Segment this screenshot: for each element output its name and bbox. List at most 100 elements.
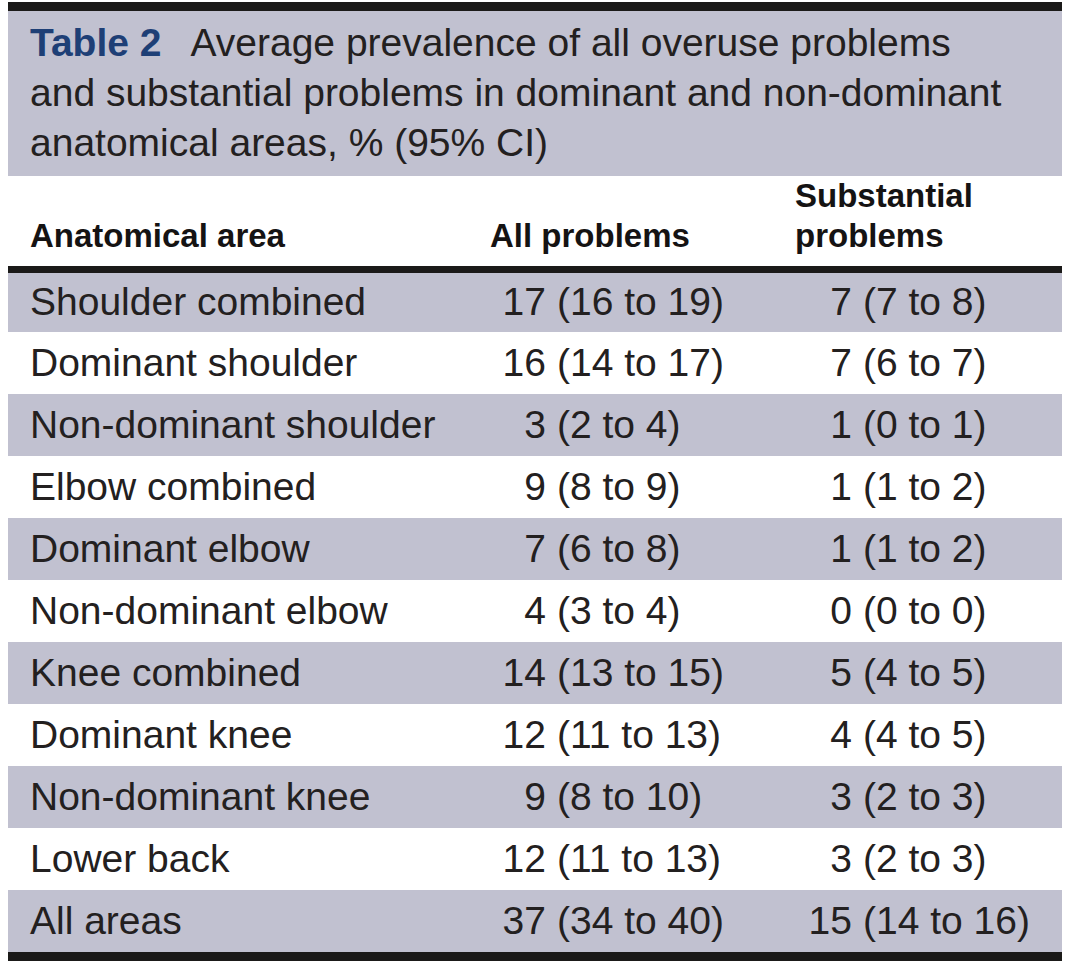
table-row: Dominant elbow 7 (6 to 8) 1 (1 to 2) (8, 518, 1062, 580)
anatomical-area-cell: Knee combined (8, 642, 478, 704)
all-problems-ci: (8 to 9) (557, 465, 681, 508)
all-problems-ci: (16 to 19) (557, 280, 724, 323)
all-problems-value: 7 (478, 527, 546, 571)
substantial-problems-ci: (7 to 8) (863, 280, 987, 323)
substantial-problems-cell: 4 (4 to 5) (760, 704, 1062, 766)
anatomical-area-cell: All areas (8, 890, 478, 952)
substantial-problems-cell: 1 (0 to 1) (760, 394, 1062, 456)
all-problems-value: 12 (478, 713, 546, 757)
table-body: Shoulder combined 17(16 to 19) 7(7 to 8)… (8, 270, 1062, 952)
table-row: Non-dominant elbow 4 (3 to 4) 0 (0 to 0) (8, 580, 1062, 642)
substantial-problems-value: 7 (760, 341, 852, 385)
anatomical-area-cell: Dominant knee (8, 704, 478, 766)
column-header-all-problems: All problems (478, 176, 760, 270)
table-label: Table 2 (30, 21, 162, 64)
table-row: Non-dominant knee 9 (8 to 10) 3 (2 to 3) (8, 766, 1062, 828)
substantial-problems-ci: (14 to 16) (863, 899, 1030, 942)
substantial-problems-value: 5 (760, 651, 852, 695)
table-row: Dominant knee 12 (11 to 13) 4 (4 to 5) (8, 704, 1062, 766)
prevalence-table: Anatomical area All problems Substantial… (8, 176, 1062, 952)
substantial-problems-value: 0 (760, 589, 852, 633)
table-row: Knee combined 14 (13 to 15) 5 (4 to 5) (8, 642, 1062, 704)
all-problems-cell: 12 (11 to 13) (478, 828, 760, 890)
substantial-problems-cell: 1 (1 to 2) (760, 518, 1062, 580)
all-problems-ci: (34 to 40) (557, 899, 724, 942)
substantial-problems-ci: (6 to 7) (863, 341, 987, 384)
anatomical-area-cell: Non-dominant knee (8, 766, 478, 828)
all-problems-value: 4 (478, 589, 546, 633)
all-problems-value: 9 (478, 775, 546, 819)
anatomical-area-cell: Dominant elbow (8, 518, 478, 580)
table-title: Average prevalence of all overuse proble… (30, 21, 1001, 164)
all-problems-value: 14 (478, 651, 546, 695)
substantial-problems-cell: 0 (0 to 0) (760, 580, 1062, 642)
bottom-rule (8, 952, 1062, 961)
substantial-problems-value: 3 (760, 837, 852, 881)
all-problems-cell: 16 (14 to 17) (478, 332, 760, 394)
all-problems-cell: 9 (8 to 9) (478, 456, 760, 518)
anatomical-area-cell: Elbow combined (8, 456, 478, 518)
table-row: Lower back 12 (11 to 13) 3 (2 to 3) (8, 828, 1062, 890)
all-problems-ci: (14 to 17) (557, 341, 724, 384)
anatomical-area-cell: Dominant shoulder (8, 332, 478, 394)
substantial-problems-ci: (4 to 5) (863, 651, 987, 694)
anatomical-area-cell: Lower back (8, 828, 478, 890)
substantial-problems-value: 1 (760, 465, 852, 509)
substantial-problems-ci: (1 to 2) (863, 527, 987, 570)
substantial-problems-cell: 7 (7 to 8) (760, 270, 1062, 332)
all-problems-ci: (13 to 15) (557, 651, 724, 694)
table-row: All areas 37 (34 to 40) 15 (14 to 16) (8, 890, 1062, 952)
substantial-problems-ci: (0 to 1) (863, 403, 987, 446)
table-header: Anatomical area All problems Substantial… (8, 176, 1062, 270)
substantial-problems-value: 7 (760, 280, 852, 324)
substantial-problems-cell: 3 (2 to 3) (760, 766, 1062, 828)
column-header-substantial-problems: Substantial problems (760, 176, 1062, 270)
substantial-problems-value: 1 (760, 403, 852, 447)
anatomical-area-cell: Non-dominant elbow (8, 580, 478, 642)
substantial-problems-ci: (1 to 2) (863, 465, 987, 508)
all-problems-ci: (3 to 4) (557, 589, 681, 632)
all-problems-cell: 14 (13 to 15) (478, 642, 760, 704)
table-caption: Table 2Average prevalence of all overuse… (8, 11, 1062, 176)
all-problems-ci: (11 to 13) (557, 837, 721, 880)
all-problems-cell: 12 (11 to 13) (478, 704, 760, 766)
substantial-problems-cell: 7 (6 to 7) (760, 332, 1062, 394)
all-problems-ci: (6 to 8) (557, 527, 681, 570)
substantial-problems-cell: 3 (2 to 3) (760, 828, 1062, 890)
substantial-problems-cell: 15 (14 to 16) (760, 890, 1062, 952)
substantial-problems-value: 3 (760, 775, 852, 819)
all-problems-cell: 9 (8 to 10) (478, 766, 760, 828)
all-problems-cell: 37 (34 to 40) (478, 890, 760, 952)
all-problems-cell: 7 (6 to 8) (478, 518, 760, 580)
top-rule (8, 2, 1062, 11)
anatomical-area-cell: Shoulder combined (8, 270, 478, 332)
all-problems-ci: (2 to 4) (557, 403, 681, 446)
all-problems-cell: 3 (2 to 4) (478, 394, 760, 456)
all-problems-value: 16 (478, 341, 546, 385)
all-problems-cell: 17(16 to 19) (478, 270, 760, 332)
table-panel: Table 2Average prevalence of all overuse… (8, 2, 1062, 961)
column-header-anatomical-area: Anatomical area (8, 176, 478, 270)
substantial-problems-cell: 5 (4 to 5) (760, 642, 1062, 704)
substantial-problems-value: 4 (760, 713, 852, 757)
substantial-problems-ci: (0 to 0) (863, 589, 987, 632)
all-problems-ci: (11 to 13) (557, 713, 721, 756)
all-problems-value: 9 (478, 465, 546, 509)
substantial-problems-ci: (4 to 5) (863, 713, 987, 756)
header-row: Anatomical area All problems Substantial… (8, 176, 1062, 270)
table-row: Non-dominant shoulder 3 (2 to 4) 1 (0 to 1… (8, 394, 1062, 456)
all-problems-value: 37 (478, 899, 546, 943)
all-problems-ci: (8 to 10) (557, 775, 702, 818)
anatomical-area-cell: Non-dominant shoulder (8, 394, 478, 456)
table-row: Elbow combined 9 (8 to 9) 1 (1 to 2) (8, 456, 1062, 518)
table-row: Shoulder combined 17(16 to 19) 7 (7 to 8) (8, 270, 1062, 332)
substantial-problems-cell: 1 (1 to 2) (760, 456, 1062, 518)
substantial-problems-value: 15 (760, 899, 852, 943)
substantial-problems-ci: (2 to 3) (863, 775, 987, 818)
all-problems-cell: 4 (3 to 4) (478, 580, 760, 642)
substantial-problems-ci: (2 to 3) (863, 837, 987, 880)
substantial-problems-value: 1 (760, 527, 852, 571)
all-problems-value: 3 (478, 403, 546, 447)
table-row: Dominant shoulder 16 (14 to 17) 7 (6 to 7) (8, 332, 1062, 394)
all-problems-value: 12 (478, 837, 546, 881)
